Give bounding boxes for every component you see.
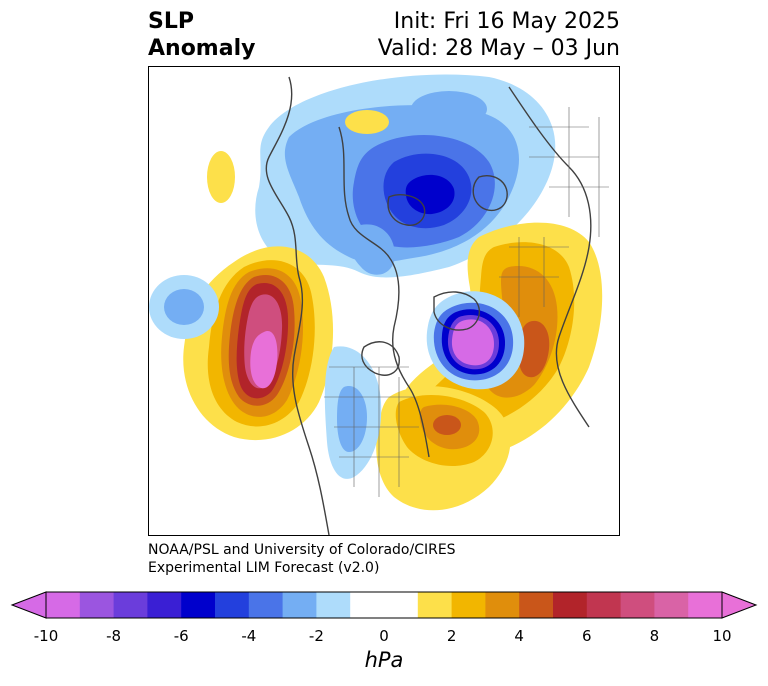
colorbar-swatch bbox=[417, 592, 453, 618]
colorbar-swatch bbox=[384, 592, 419, 618]
credit-text: NOAA/PSL and University of Colorado/CIRE… bbox=[148, 541, 456, 577]
colorbar-swatch bbox=[113, 592, 148, 618]
colorbar-swatch bbox=[485, 592, 520, 618]
colorbar-tick-label: -8 bbox=[106, 627, 122, 645]
colorbar-tick-label: 10 bbox=[712, 627, 732, 645]
colorbar-swatches bbox=[46, 592, 723, 618]
blue-pacific-west-core bbox=[164, 289, 204, 325]
us-east-high-core bbox=[433, 415, 461, 435]
colorbar-swatch bbox=[620, 592, 655, 618]
colorbar-tick-label: 8 bbox=[649, 627, 660, 645]
colorbar-swatch bbox=[688, 592, 723, 618]
colorbar-unit-label: hPa bbox=[364, 648, 404, 672]
colorbar-left-arrow bbox=[10, 591, 47, 619]
title-variable: SLP bbox=[148, 9, 194, 34]
init-date: Init: Fri 16 May 2025 bbox=[393, 9, 620, 34]
colorbar-swatch bbox=[654, 592, 689, 618]
colorbar-swatch bbox=[215, 592, 250, 618]
colorbar-swatch bbox=[350, 592, 385, 618]
credit-line-1: NOAA/PSL and University of Colorado/CIRE… bbox=[148, 542, 456, 558]
colorbar-tick-label: -6 bbox=[173, 627, 189, 645]
colorbar bbox=[10, 591, 758, 619]
colorbar-tick-label: -10 bbox=[33, 627, 59, 645]
colorbar-border bbox=[45, 591, 723, 619]
borders bbox=[324, 107, 609, 497]
title-variable-type: Anomaly bbox=[148, 36, 256, 61]
colorbar-tick-label: -2 bbox=[308, 627, 324, 645]
colorbar-swatch bbox=[586, 592, 622, 618]
small-blue-north bbox=[411, 91, 487, 127]
small-yellow-north bbox=[345, 110, 389, 134]
colorbar-tick-label: 6 bbox=[582, 627, 592, 645]
colorbar-swatch bbox=[316, 592, 351, 618]
pacific-high-core bbox=[250, 331, 278, 389]
colorbar-tick-label: -4 bbox=[241, 627, 257, 645]
us-central-low-2 bbox=[337, 386, 367, 452]
atlantic-high-4 bbox=[518, 320, 550, 378]
colorbar-tick-label: 0 bbox=[379, 627, 389, 645]
arctic-low-core bbox=[405, 174, 455, 215]
colorbar-swatch bbox=[79, 592, 115, 618]
anomaly-map bbox=[148, 66, 620, 536]
colorbar-swatch bbox=[553, 592, 588, 618]
colorbar-swatch bbox=[181, 592, 216, 618]
colorbar-right-arrow bbox=[721, 591, 758, 619]
colorbar-tick-label: 4 bbox=[514, 627, 524, 645]
colorbar-swatch bbox=[248, 592, 284, 618]
title-left: SLP Anomaly bbox=[148, 8, 255, 62]
map-svg bbox=[149, 74, 609, 535]
colorbar-swatch bbox=[519, 592, 554, 618]
colorbar-tick-label: 2 bbox=[446, 627, 457, 645]
small-yellow-west bbox=[207, 151, 235, 203]
valid-range: Valid: 28 May – 03 Jun bbox=[377, 36, 620, 61]
colorbar-swatch bbox=[282, 592, 317, 618]
colorbar-swatch bbox=[147, 592, 182, 618]
colorbar-swatch bbox=[46, 592, 81, 618]
greenland-low-core bbox=[451, 319, 494, 366]
credit-line-2: Experimental LIM Forecast (v2.0) bbox=[148, 560, 380, 576]
colorbar-swatch bbox=[451, 592, 486, 618]
bering-blob bbox=[348, 224, 395, 275]
coastlines bbox=[265, 76, 592, 535]
title-right: Init: Fri 16 May 2025 Valid: 28 May – 03… bbox=[378, 8, 620, 62]
